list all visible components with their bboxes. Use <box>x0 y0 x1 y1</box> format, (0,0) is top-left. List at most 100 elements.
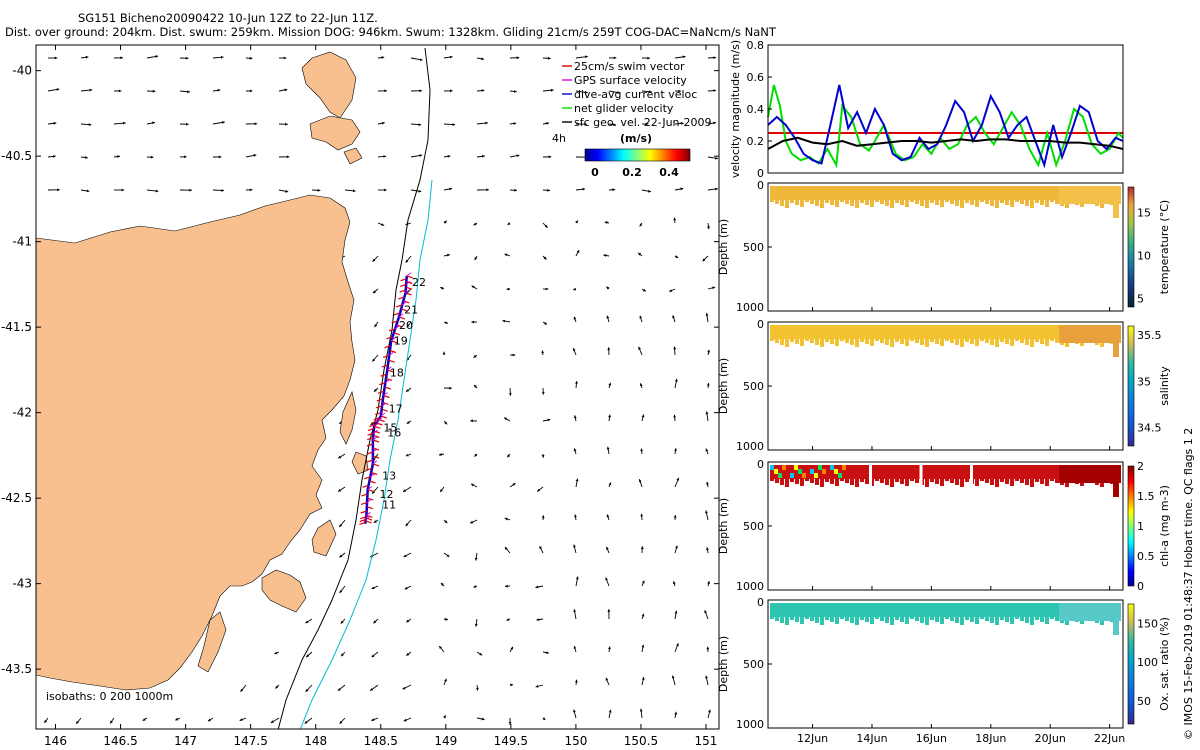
isobaths-label: isobaths: 0 200 1000m <box>46 690 173 703</box>
section-data-profile <box>855 616 859 625</box>
swim-vector <box>384 345 391 349</box>
current-arrow-head <box>546 122 549 125</box>
section-data-profile <box>930 199 934 203</box>
current-arrow-head <box>535 585 539 589</box>
swim-vector <box>360 501 368 505</box>
current-arrow-head <box>575 220 578 224</box>
section-ylabel: Depth (m) <box>717 219 730 275</box>
section-panel-3: 0 500 1000 Depth (m) 50 100 150 Ox. sat. ratio … <box>717 596 1171 745</box>
current-arrow-head <box>338 488 342 492</box>
section-data-late <box>1059 186 1121 204</box>
section-data-profile <box>850 478 854 485</box>
current-arrow-head <box>536 618 540 621</box>
current-arrow-head <box>608 709 612 713</box>
section-data-deep-dive <box>1113 186 1119 218</box>
current-arrow-head <box>535 684 539 688</box>
section-gap <box>919 465 923 487</box>
current-arrow-head <box>249 56 253 60</box>
current-arrow-head <box>539 546 543 550</box>
section-data-profile <box>835 199 839 207</box>
current-arrow-head <box>708 709 711 713</box>
current-arrow-head <box>608 414 611 418</box>
gps-vector <box>377 417 382 422</box>
current-arrow-head <box>406 324 410 328</box>
section-data-profile <box>1045 199 1049 207</box>
map-ytick-label: -41 <box>12 235 32 249</box>
current-arrow-head <box>613 56 617 60</box>
section-data-profile <box>930 478 934 482</box>
section-ytick-label: 1000 <box>736 718 764 731</box>
section-data-profile <box>980 616 984 619</box>
section-data-profile <box>910 616 914 619</box>
current-arrow-head <box>445 321 448 324</box>
swim-vector <box>398 316 406 320</box>
figure-title-line2: Dist. over ground: 204km. Dist. swum: 25… <box>5 25 776 39</box>
current-arrow-head <box>682 55 686 59</box>
chla-mixed-cell <box>770 465 774 470</box>
gps-vector <box>390 337 396 342</box>
current-arrow-head <box>473 222 477 226</box>
current-arrow-head <box>217 88 221 92</box>
current-arrow-head <box>639 708 643 712</box>
section-ytick-label: 1000 <box>736 580 764 593</box>
section-data-profile <box>975 478 979 486</box>
current-arrow-head <box>110 720 113 724</box>
current-arrow-head <box>676 643 679 647</box>
swim-vector <box>359 521 366 525</box>
section-data-profile <box>885 199 889 206</box>
section-data-profile <box>1015 199 1019 202</box>
section-data-profile <box>825 199 829 203</box>
current-arrow-head <box>470 419 473 423</box>
map-xtick-label: 150 <box>564 734 587 748</box>
section-data-profile <box>1055 478 1059 483</box>
section-data-profile <box>900 338 904 344</box>
section-data-profile <box>890 478 894 487</box>
section-data-profile <box>845 478 849 483</box>
swim-vector <box>372 447 380 451</box>
current-arrow-head <box>510 646 513 650</box>
current-arrow-head <box>541 391 545 395</box>
isobath-1000-west <box>8 705 18 730</box>
chla-mixed-cell <box>822 469 826 474</box>
current-arrow-head <box>715 187 718 191</box>
section-data-profile <box>835 616 839 624</box>
current-arrow-head <box>239 718 243 721</box>
swim-vector <box>405 292 412 296</box>
current-arrow-head <box>372 358 376 362</box>
current-arrow-head <box>187 90 190 94</box>
section-data-profile <box>975 616 979 624</box>
current-arrow-head <box>53 121 57 125</box>
current-arrow-head <box>371 718 375 721</box>
velocity-line <box>767 136 1124 150</box>
swim-vector <box>381 364 389 368</box>
section-data-profile <box>865 478 869 484</box>
current-arrow-head <box>705 510 708 514</box>
section-data-profile <box>860 199 864 203</box>
section-data-profile <box>925 338 929 347</box>
gps-vector <box>401 301 407 306</box>
section-data-profile <box>1035 199 1039 203</box>
section-data-profile <box>825 338 829 342</box>
current-arrow-head <box>444 520 448 524</box>
section-data-profile <box>815 338 819 345</box>
section-ylabel: Depth (m) <box>717 358 730 414</box>
day-label: 12 <box>380 488 394 501</box>
section-data-profile <box>850 199 854 206</box>
current-arrow-head <box>339 524 343 528</box>
section-data-profile <box>910 338 914 341</box>
current-arrow-head <box>707 581 710 584</box>
section-data-profile <box>860 478 864 482</box>
current-arrow-head <box>641 613 645 617</box>
swim-vector <box>381 408 388 412</box>
current-arrow-head <box>516 154 520 158</box>
section-data-profile <box>830 338 834 344</box>
isobath-1000 <box>299 179 433 729</box>
swim-vector <box>371 471 378 476</box>
section-data-profile <box>875 616 879 619</box>
current-arrow-head <box>374 388 377 392</box>
section-data-late <box>1059 465 1121 483</box>
section-data-profile <box>965 478 969 482</box>
section-data-profile <box>840 616 844 619</box>
chla-mixed-cell <box>814 473 818 478</box>
